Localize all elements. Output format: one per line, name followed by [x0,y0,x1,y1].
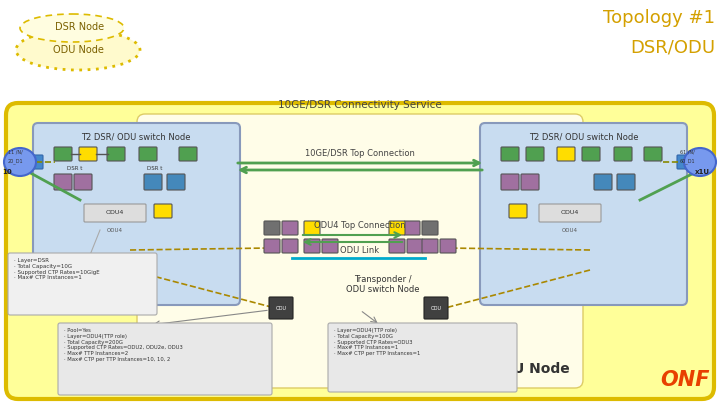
FancyBboxPatch shape [6,103,714,399]
Text: ODU4: ODU4 [106,211,124,215]
Text: x1U: x1U [695,169,710,175]
Text: · Layer=ODU4(TTP role)
· Total Capacity=100G
· Supported CTP Rates=ODU3
· Max# T: · Layer=ODU4(TTP role) · Total Capacity=… [334,328,420,356]
FancyBboxPatch shape [54,174,72,190]
Text: · Layer=DSR
· Total Capacity=10G
· Supported CTP Rates=10GigE
· Max# CTP Instanc: · Layer=DSR · Total Capacity=10G · Suppo… [14,258,99,280]
FancyBboxPatch shape [58,323,272,395]
FancyBboxPatch shape [8,253,157,315]
Text: DSR t: DSR t [148,166,163,171]
FancyBboxPatch shape [179,147,197,161]
FancyBboxPatch shape [107,147,125,161]
FancyBboxPatch shape [144,174,162,190]
FancyBboxPatch shape [594,174,612,190]
Ellipse shape [4,148,36,176]
Text: DSR t: DSR t [67,166,83,171]
Text: ODU Node: ODU Node [53,45,104,55]
FancyBboxPatch shape [54,147,72,161]
FancyBboxPatch shape [33,123,240,305]
FancyBboxPatch shape [304,221,320,235]
FancyBboxPatch shape [617,174,635,190]
Text: ODU4: ODU4 [107,228,123,233]
FancyBboxPatch shape [79,147,97,161]
Text: ODU4: ODU4 [561,211,579,215]
Text: 61 /N/: 61 /N/ [680,149,695,154]
FancyBboxPatch shape [521,174,539,190]
Ellipse shape [684,148,716,176]
FancyBboxPatch shape [322,239,338,253]
FancyBboxPatch shape [501,174,519,190]
Text: Topology #1: Topology #1 [603,9,715,27]
Ellipse shape [16,30,140,70]
FancyBboxPatch shape [404,221,420,235]
FancyBboxPatch shape [582,147,600,161]
FancyBboxPatch shape [264,221,280,235]
FancyBboxPatch shape [139,147,157,161]
FancyBboxPatch shape [328,323,517,392]
Text: ONF: ONF [660,370,710,390]
FancyBboxPatch shape [501,147,519,161]
Text: 11 /N/: 11 /N/ [8,149,23,154]
FancyBboxPatch shape [389,239,405,253]
Ellipse shape [20,14,124,42]
FancyBboxPatch shape [509,204,527,218]
FancyBboxPatch shape [84,204,146,222]
Text: 10GE/DSR Top Connection: 10GE/DSR Top Connection [305,149,415,158]
Text: ODU: ODU [431,305,441,311]
FancyBboxPatch shape [424,297,448,319]
FancyBboxPatch shape [526,147,544,161]
FancyBboxPatch shape [557,147,575,161]
FancyBboxPatch shape [407,239,423,253]
Text: T2 DSR/ ODU switch Node: T2 DSR/ ODU switch Node [81,133,191,142]
Text: ODU: ODU [276,305,287,311]
FancyBboxPatch shape [74,174,92,190]
FancyBboxPatch shape [422,221,438,235]
Text: ODU Link: ODU Link [341,246,379,255]
FancyBboxPatch shape [480,123,687,305]
FancyBboxPatch shape [282,239,298,253]
Text: 60_D1: 60_D1 [680,158,696,164]
FancyBboxPatch shape [440,239,456,253]
Text: 20_D1: 20_D1 [8,158,24,164]
FancyBboxPatch shape [614,147,632,161]
Text: Transponder /
ODU switch Node: Transponder / ODU switch Node [346,275,420,294]
Text: 10GE/DSR Connectivity Service: 10GE/DSR Connectivity Service [278,100,442,110]
FancyBboxPatch shape [539,204,601,222]
Text: 10: 10 [2,169,12,175]
FancyBboxPatch shape [137,114,583,388]
FancyBboxPatch shape [154,204,172,218]
FancyBboxPatch shape [304,239,320,253]
FancyBboxPatch shape [677,155,691,169]
Text: ODU4: ODU4 [562,228,578,233]
Text: · Pool=Yes
· Layer=ODU4(TTP role)
· Total Capacity=200G
· Supported CTP Rates=OD: · Pool=Yes · Layer=ODU4(TTP role) · Tota… [64,328,183,362]
FancyBboxPatch shape [269,297,293,319]
FancyBboxPatch shape [264,239,280,253]
FancyBboxPatch shape [167,174,185,190]
Text: T1 DSR/ODU Node: T1 DSR/ODU Node [428,361,570,375]
Text: T2 DSR/ ODU switch Node: T2 DSR/ ODU switch Node [529,133,639,142]
FancyBboxPatch shape [282,221,298,235]
Text: DSR Node: DSR Node [55,22,104,32]
FancyBboxPatch shape [29,155,43,169]
Text: ODU4 Top Connection: ODU4 Top Connection [314,221,406,230]
FancyBboxPatch shape [422,239,438,253]
Text: DSR/ODU: DSR/ODU [630,39,715,57]
FancyBboxPatch shape [644,147,662,161]
FancyBboxPatch shape [389,221,405,235]
